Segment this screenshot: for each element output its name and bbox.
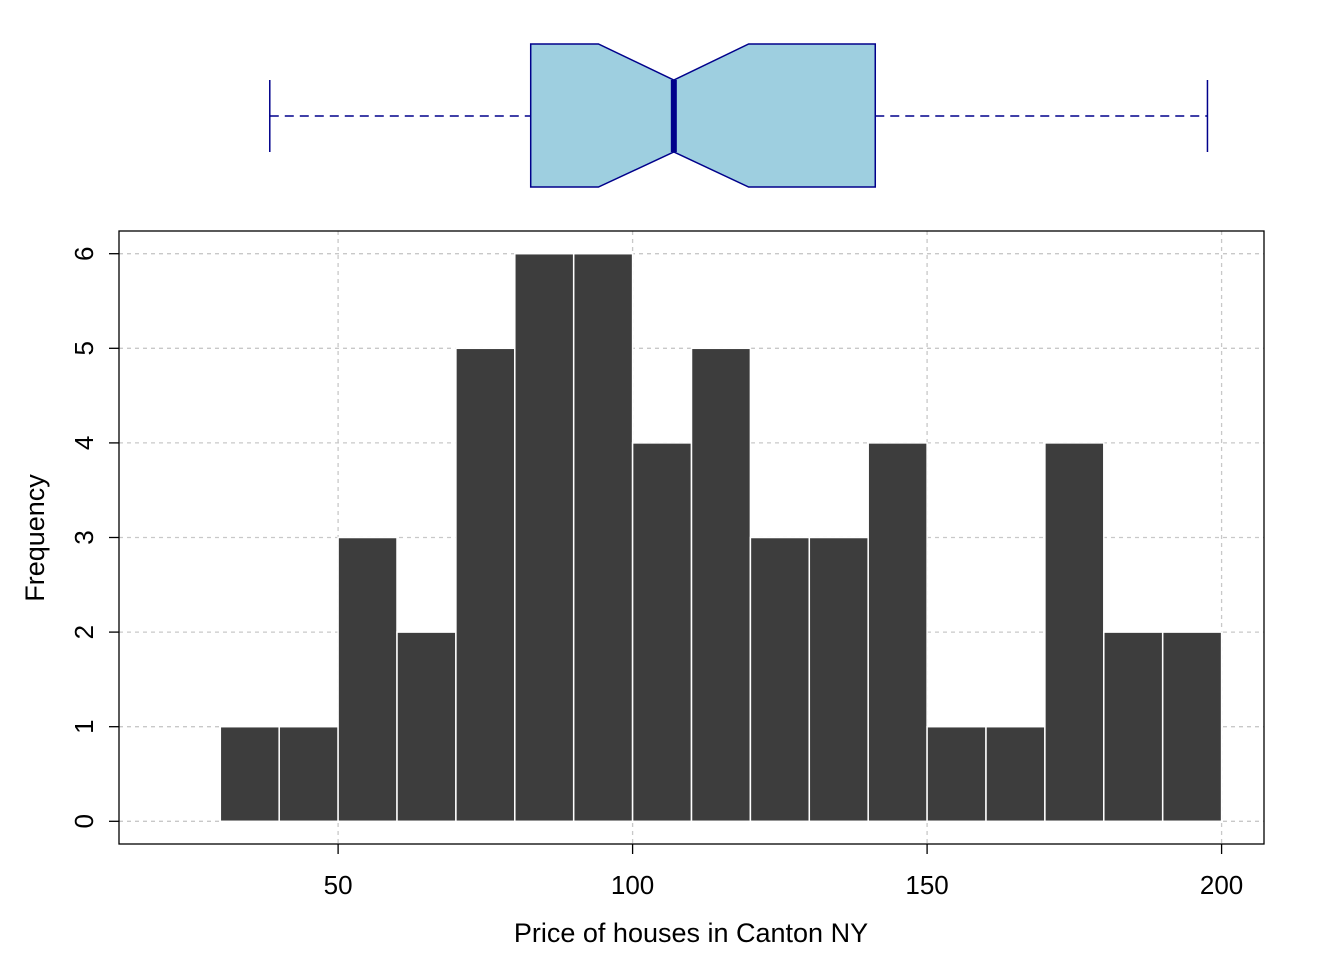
y-axis-label: Frequency [20,474,50,602]
histogram-bar [1044,442,1105,823]
histogram-bar [396,631,457,823]
x-axis: 50 100 150 200 [324,844,1243,900]
histogram-bar [1103,631,1164,823]
y-tick-label: 4 [69,436,99,450]
histogram-bar [926,725,987,823]
y-tick-label: 1 [69,719,99,733]
x-tick-label: 100 [611,870,654,900]
histogram-bar [337,536,398,823]
histogram-bar [219,725,280,823]
histogram-bar [514,252,575,823]
x-tick-label: 50 [324,870,353,900]
notched-box [529,43,877,188]
x-tick-label: 200 [1200,870,1243,900]
histogram-bar [572,252,634,823]
y-tick-label: 0 [69,814,99,828]
x-axis-label: Price of houses in Canton NY [514,918,868,948]
y-tick-label: 3 [69,530,99,544]
x-tick-label: 150 [905,870,948,900]
y-tick-label: 2 [69,625,99,639]
histogram-bar [867,442,928,823]
histogram-bar [690,347,752,823]
histogram-bar [808,536,869,823]
histogram-bar [455,347,516,823]
histogram-bar [985,725,1046,823]
histogram-bar [278,725,339,823]
y-tick-label: 6 [69,246,99,260]
histogram-bar [631,442,693,823]
y-tick-label: 5 [69,341,99,355]
boxplot [269,43,1209,188]
histogram-bar [749,536,811,823]
bars [219,252,1223,823]
histogram-bar [1161,631,1223,823]
y-axis: 0 1 2 3 4 5 6 [69,246,119,829]
